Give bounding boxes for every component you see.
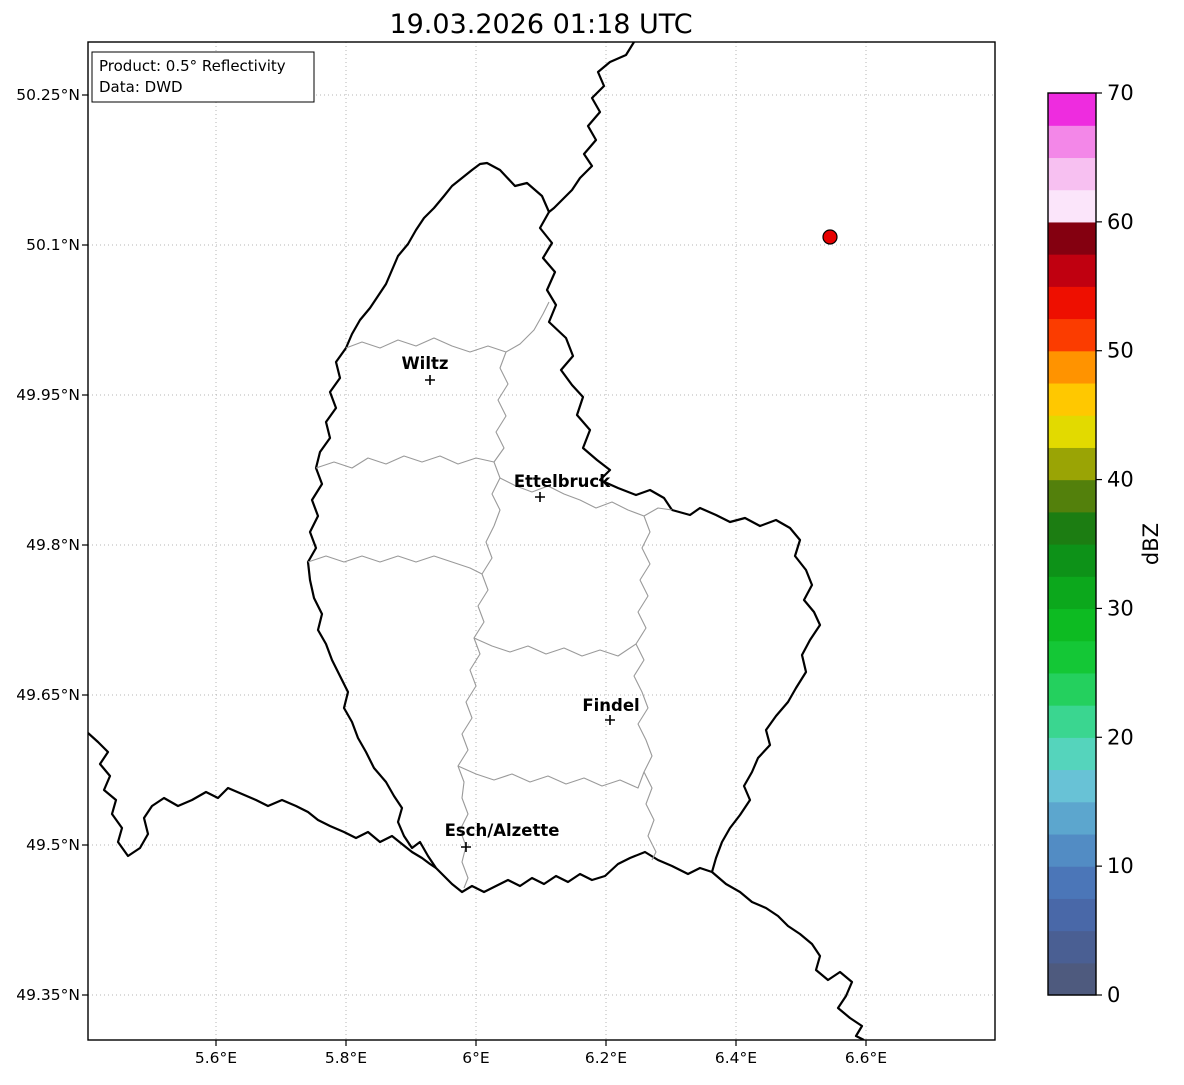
colorbar-segment [1048, 157, 1096, 191]
canton-border-wiltz-south [315, 455, 495, 469]
canton-border-center-vertical-south [457, 525, 495, 889]
colorbar-segment [1048, 866, 1096, 899]
colorbar-tick-label: 70 [1107, 81, 1134, 105]
axis-tick-labels: 5.6°E 5.8°E 6°E 6.2°E 6.4°E 6.6°E 50.25°N 50.1°… [16, 86, 887, 1067]
colorbar-segment [1048, 898, 1096, 932]
plot-frame [87, 41, 996, 1041]
colorbar-segment [1048, 415, 1096, 448]
colorbar-tick-label: 60 [1107, 210, 1134, 234]
canton-border-diekirch [499, 477, 673, 517]
colorbar-segment [1048, 608, 1096, 642]
belgium-germany-border [548, 42, 635, 213]
x-tick-label: 6.4°E [715, 1049, 757, 1067]
y-tick-label: 49.8°N [26, 536, 80, 554]
colorbar-segment [1048, 382, 1096, 416]
x-tick-label: 6.6°E [845, 1049, 887, 1067]
city-label-esch-alzette: Esch/Alzette [445, 821, 560, 840]
colorbar-segment [1048, 511, 1096, 545]
colorbar-segment [1048, 640, 1096, 674]
y-tick-label: 49.65°N [16, 686, 80, 704]
city-label-findel: Findel [582, 696, 639, 715]
colorbar-tick-label: 50 [1107, 339, 1134, 363]
colorbar-segment [1048, 705, 1096, 738]
colorbar-tick-label: 20 [1107, 725, 1134, 749]
colorbar-segment [1048, 576, 1096, 610]
x-tick-label: 5.6°E [195, 1049, 237, 1067]
colorbar-frame [1047, 92, 1097, 996]
canton-border-luxembourg-north [473, 637, 637, 657]
y-tick-label: 50.1°N [26, 236, 80, 254]
y-tick-label: 49.5°N [26, 836, 80, 854]
colorbar-segment [1048, 737, 1096, 771]
colorbar-segments [1048, 93, 1096, 996]
colorbar-segment [1048, 833, 1096, 867]
canton-border-esch-east [457, 765, 645, 789]
map-layer: Wiltz Ettelbruck Findel Esch/Alzette [88, 42, 865, 1040]
colorbar-ticks: 0 10 20 30 40 50 60 70 [1096, 81, 1134, 1007]
colorbar-segment [1048, 930, 1096, 964]
grid-lines [88, 42, 995, 1040]
canton-border-north [345, 301, 550, 353]
x-tick-label: 6°E [462, 1049, 489, 1067]
colorbar-tick-label: 10 [1107, 854, 1134, 878]
colorbar-segment [1048, 350, 1096, 384]
colorbar-segment [1048, 221, 1096, 255]
canton-border-east-vertical [633, 515, 657, 861]
france-germany-border [711, 871, 865, 1040]
luxembourg-country-border [306, 161, 822, 894]
colorbar: 0 10 20 30 40 50 60 70 dBZ [1047, 81, 1163, 1007]
info-box-source: Data: DWD [99, 78, 183, 96]
colorbar-tick-label: 40 [1107, 468, 1134, 492]
colorbar-segment [1048, 318, 1096, 352]
city-label-ettelbruck: Ettelbruck [514, 472, 611, 491]
colorbar-segment [1048, 254, 1096, 287]
axis-ticks [82, 94, 867, 1046]
esch-alzette-marker [461, 842, 471, 852]
radar-site-dot [822, 229, 838, 245]
info-box-product: Product: 0.5° Reflectivity [99, 57, 286, 75]
colorbar-segment [1048, 544, 1096, 577]
colorbar-segment [1048, 801, 1096, 835]
colorbar-unit-label: dBZ [1139, 523, 1163, 565]
city-label-wiltz: Wiltz [401, 354, 448, 373]
y-tick-label: 49.95°N [16, 386, 80, 404]
colorbar-segment [1048, 672, 1096, 706]
colorbar-tick-label: 0 [1107, 983, 1120, 1007]
ettelbruck-marker [535, 492, 545, 502]
wiltz-marker [425, 375, 435, 385]
canton-border-mersch-west [307, 555, 483, 575]
x-tick-label: 6.2°E [585, 1049, 627, 1067]
info-box-frame [91, 51, 315, 103]
colorbar-segment [1048, 479, 1096, 513]
x-tick-label: 5.8°E [325, 1049, 367, 1067]
findel-marker [605, 715, 615, 725]
info-box: Product: 0.5° Reflectivity Data: DWD [91, 51, 315, 103]
colorbar-segment [1048, 962, 1096, 996]
y-tick-label: 49.35°N [16, 986, 80, 1004]
y-tick-label: 50.25°N [16, 86, 80, 104]
colorbar-segment [1048, 286, 1096, 320]
colorbar-segment [1048, 189, 1096, 223]
canton-border-center-vertical-north [491, 351, 509, 527]
colorbar-segment [1048, 93, 1096, 126]
colorbar-tick-label: 30 [1107, 596, 1134, 620]
colorbar-segment [1048, 447, 1096, 481]
colorbar-segment [1048, 769, 1096, 803]
plot-title: 19.03.2026 01:18 UTC [389, 9, 692, 40]
colorbar-segment [1048, 125, 1096, 159]
france-belgium-border [88, 732, 437, 869]
